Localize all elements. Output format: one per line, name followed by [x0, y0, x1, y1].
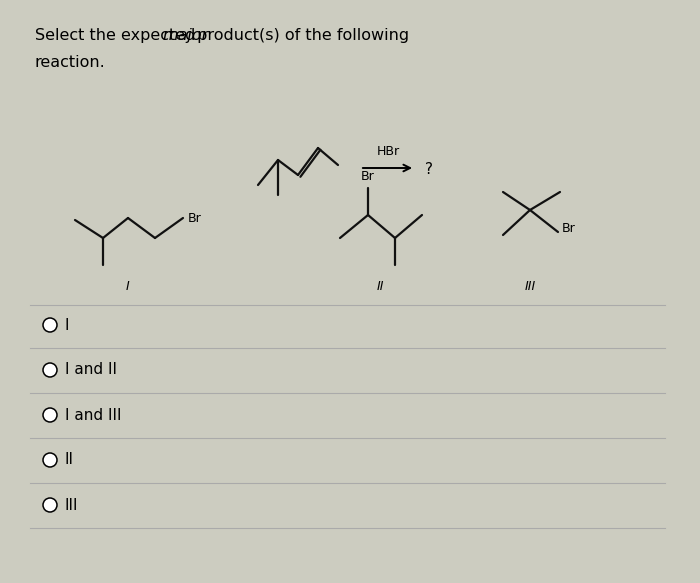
Text: I: I [126, 280, 130, 293]
Text: HBr: HBr [377, 145, 400, 158]
Text: reaction.: reaction. [35, 55, 106, 70]
Circle shape [43, 498, 57, 512]
Text: III: III [65, 497, 78, 512]
Text: II: II [65, 452, 74, 468]
Text: Br: Br [562, 222, 575, 234]
Text: ?: ? [425, 163, 433, 177]
Circle shape [43, 408, 57, 422]
Circle shape [43, 318, 57, 332]
Text: I and III: I and III [65, 408, 122, 423]
Text: Br: Br [361, 170, 375, 183]
Text: III: III [524, 280, 536, 293]
Text: I and II: I and II [65, 363, 117, 378]
Text: Br: Br [188, 212, 202, 224]
Text: I: I [65, 318, 69, 332]
Text: II: II [377, 280, 384, 293]
Circle shape [43, 453, 57, 467]
Text: Select the expected: Select the expected [35, 28, 200, 43]
Circle shape [43, 363, 57, 377]
Text: major: major [162, 28, 209, 43]
Text: product(s) of the following: product(s) of the following [192, 28, 409, 43]
